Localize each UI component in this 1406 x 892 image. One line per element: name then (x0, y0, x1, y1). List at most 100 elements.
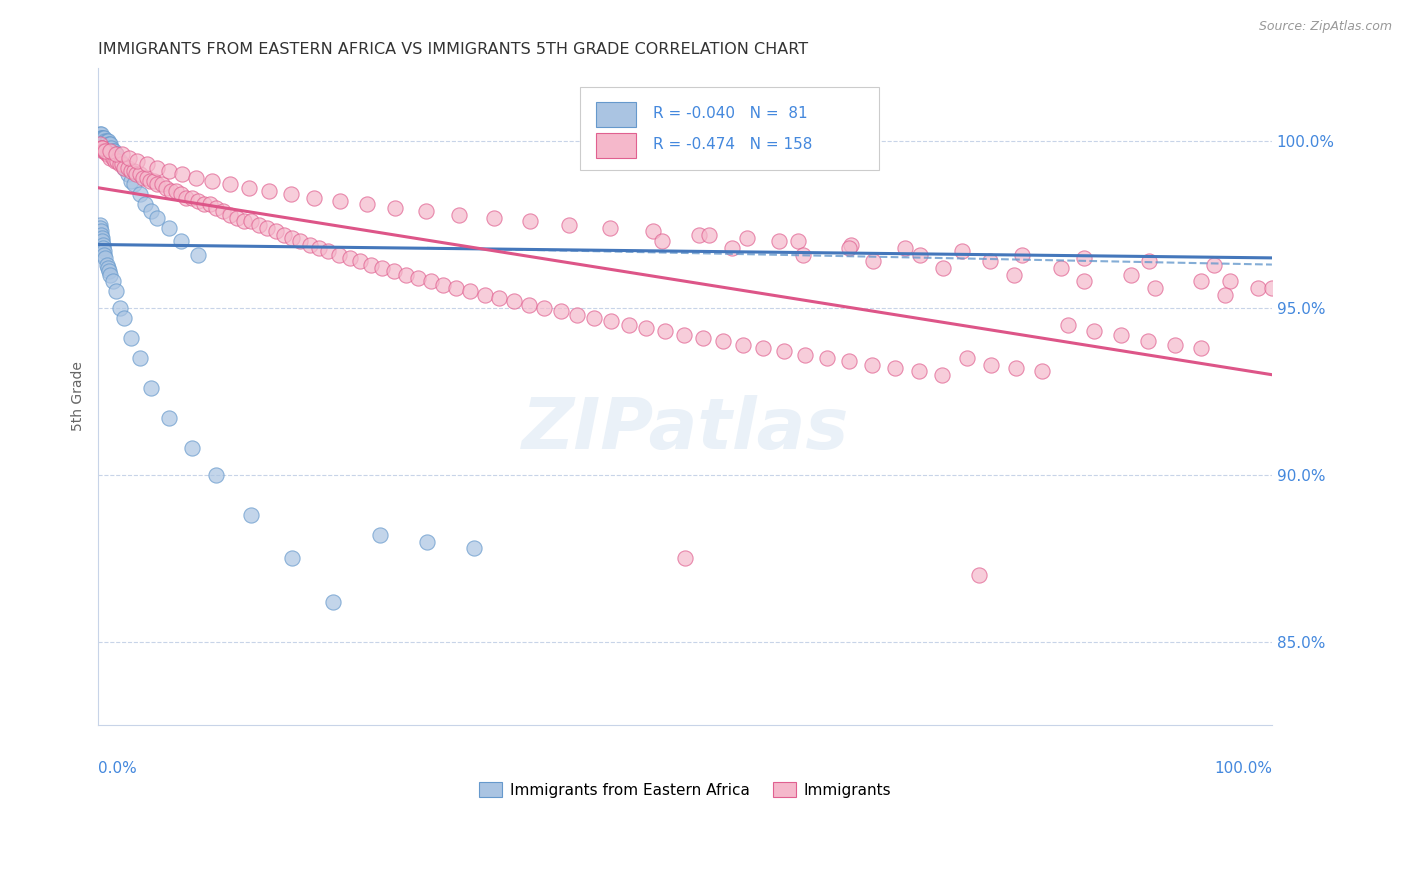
Point (519, 214, 541, 228)
Point (122, 164, 145, 178)
Point (636, 321, 658, 335)
Point (233, 214, 256, 228)
Point (395, 268, 418, 282)
Point (98, 137, 121, 152)
Point (198, 197, 221, 211)
Point (97, 260, 120, 275)
Point (502, 294, 524, 309)
Point (318, 244, 340, 259)
Point (101, 151, 124, 165)
Point (360, 258, 382, 272)
Text: 0.0%: 0.0% (98, 761, 138, 776)
Point (90, 134, 112, 148)
Point (98, 147, 121, 161)
Point (1213, 287, 1236, 301)
Point (169, 187, 191, 202)
Point (108, 154, 131, 169)
Point (105, 147, 128, 161)
Point (908, 247, 931, 261)
Point (558, 218, 581, 232)
Point (1247, 281, 1270, 295)
Point (96, 137, 118, 152)
Point (90, 130, 112, 145)
Point (181, 191, 204, 205)
Point (91, 237, 114, 252)
Point (382, 264, 405, 278)
Point (1073, 251, 1095, 265)
Point (1261, 281, 1284, 295)
Point (201, 174, 224, 188)
Point (599, 220, 621, 235)
Point (1137, 254, 1160, 268)
Point (884, 361, 907, 376)
Point (132, 170, 155, 185)
Point (91, 234, 114, 248)
Point (108, 157, 131, 171)
Point (128, 351, 150, 365)
Point (862, 254, 884, 268)
Point (838, 241, 860, 255)
Point (105, 154, 128, 169)
Point (98, 141, 121, 155)
Point (1083, 324, 1105, 338)
Point (165, 184, 187, 198)
Point (298, 237, 321, 252)
Point (772, 344, 794, 359)
Point (247, 218, 270, 232)
Point (1011, 247, 1033, 261)
Point (474, 287, 496, 301)
Point (692, 331, 714, 345)
Point (128, 187, 150, 202)
Point (157, 164, 180, 178)
Point (90, 227, 112, 242)
Point (792, 247, 814, 261)
Point (731, 337, 754, 351)
Point (89, 137, 111, 152)
Point (643, 224, 665, 238)
Point (91, 231, 114, 245)
Point (673, 551, 696, 566)
Point (482, 211, 505, 225)
Point (94, 144, 117, 158)
Point (304, 191, 326, 205)
Point (98, 264, 121, 278)
Point (956, 351, 979, 365)
Point (97, 134, 120, 148)
Point (89, 128, 111, 142)
Point (238, 181, 260, 195)
FancyBboxPatch shape (596, 102, 636, 127)
Point (91, 130, 114, 145)
Point (181, 441, 204, 455)
Point (91, 137, 114, 152)
Point (349, 254, 371, 268)
Point (93, 134, 115, 148)
Point (90, 130, 112, 145)
Point (170, 168, 193, 182)
Point (94, 251, 117, 265)
Point (104, 147, 127, 161)
Point (721, 241, 744, 255)
Point (94, 137, 117, 152)
Point (688, 227, 710, 242)
Point (101, 274, 124, 288)
Point (447, 207, 470, 221)
Y-axis label: 5th Grade: 5th Grade (72, 361, 86, 432)
Point (1219, 274, 1241, 288)
Point (112, 161, 135, 175)
Point (96, 134, 118, 148)
Point (838, 354, 860, 368)
Text: R = -0.474   N = 158: R = -0.474 N = 158 (654, 137, 813, 152)
Point (96, 147, 118, 161)
Point (94, 134, 117, 148)
Point (108, 301, 131, 315)
Point (105, 285, 128, 299)
Point (118, 151, 141, 165)
Point (1136, 334, 1159, 349)
Point (134, 197, 156, 211)
Point (950, 244, 973, 259)
Point (187, 247, 209, 261)
Point (135, 157, 157, 171)
Point (264, 224, 287, 238)
Point (204, 201, 226, 215)
Point (280, 187, 302, 202)
